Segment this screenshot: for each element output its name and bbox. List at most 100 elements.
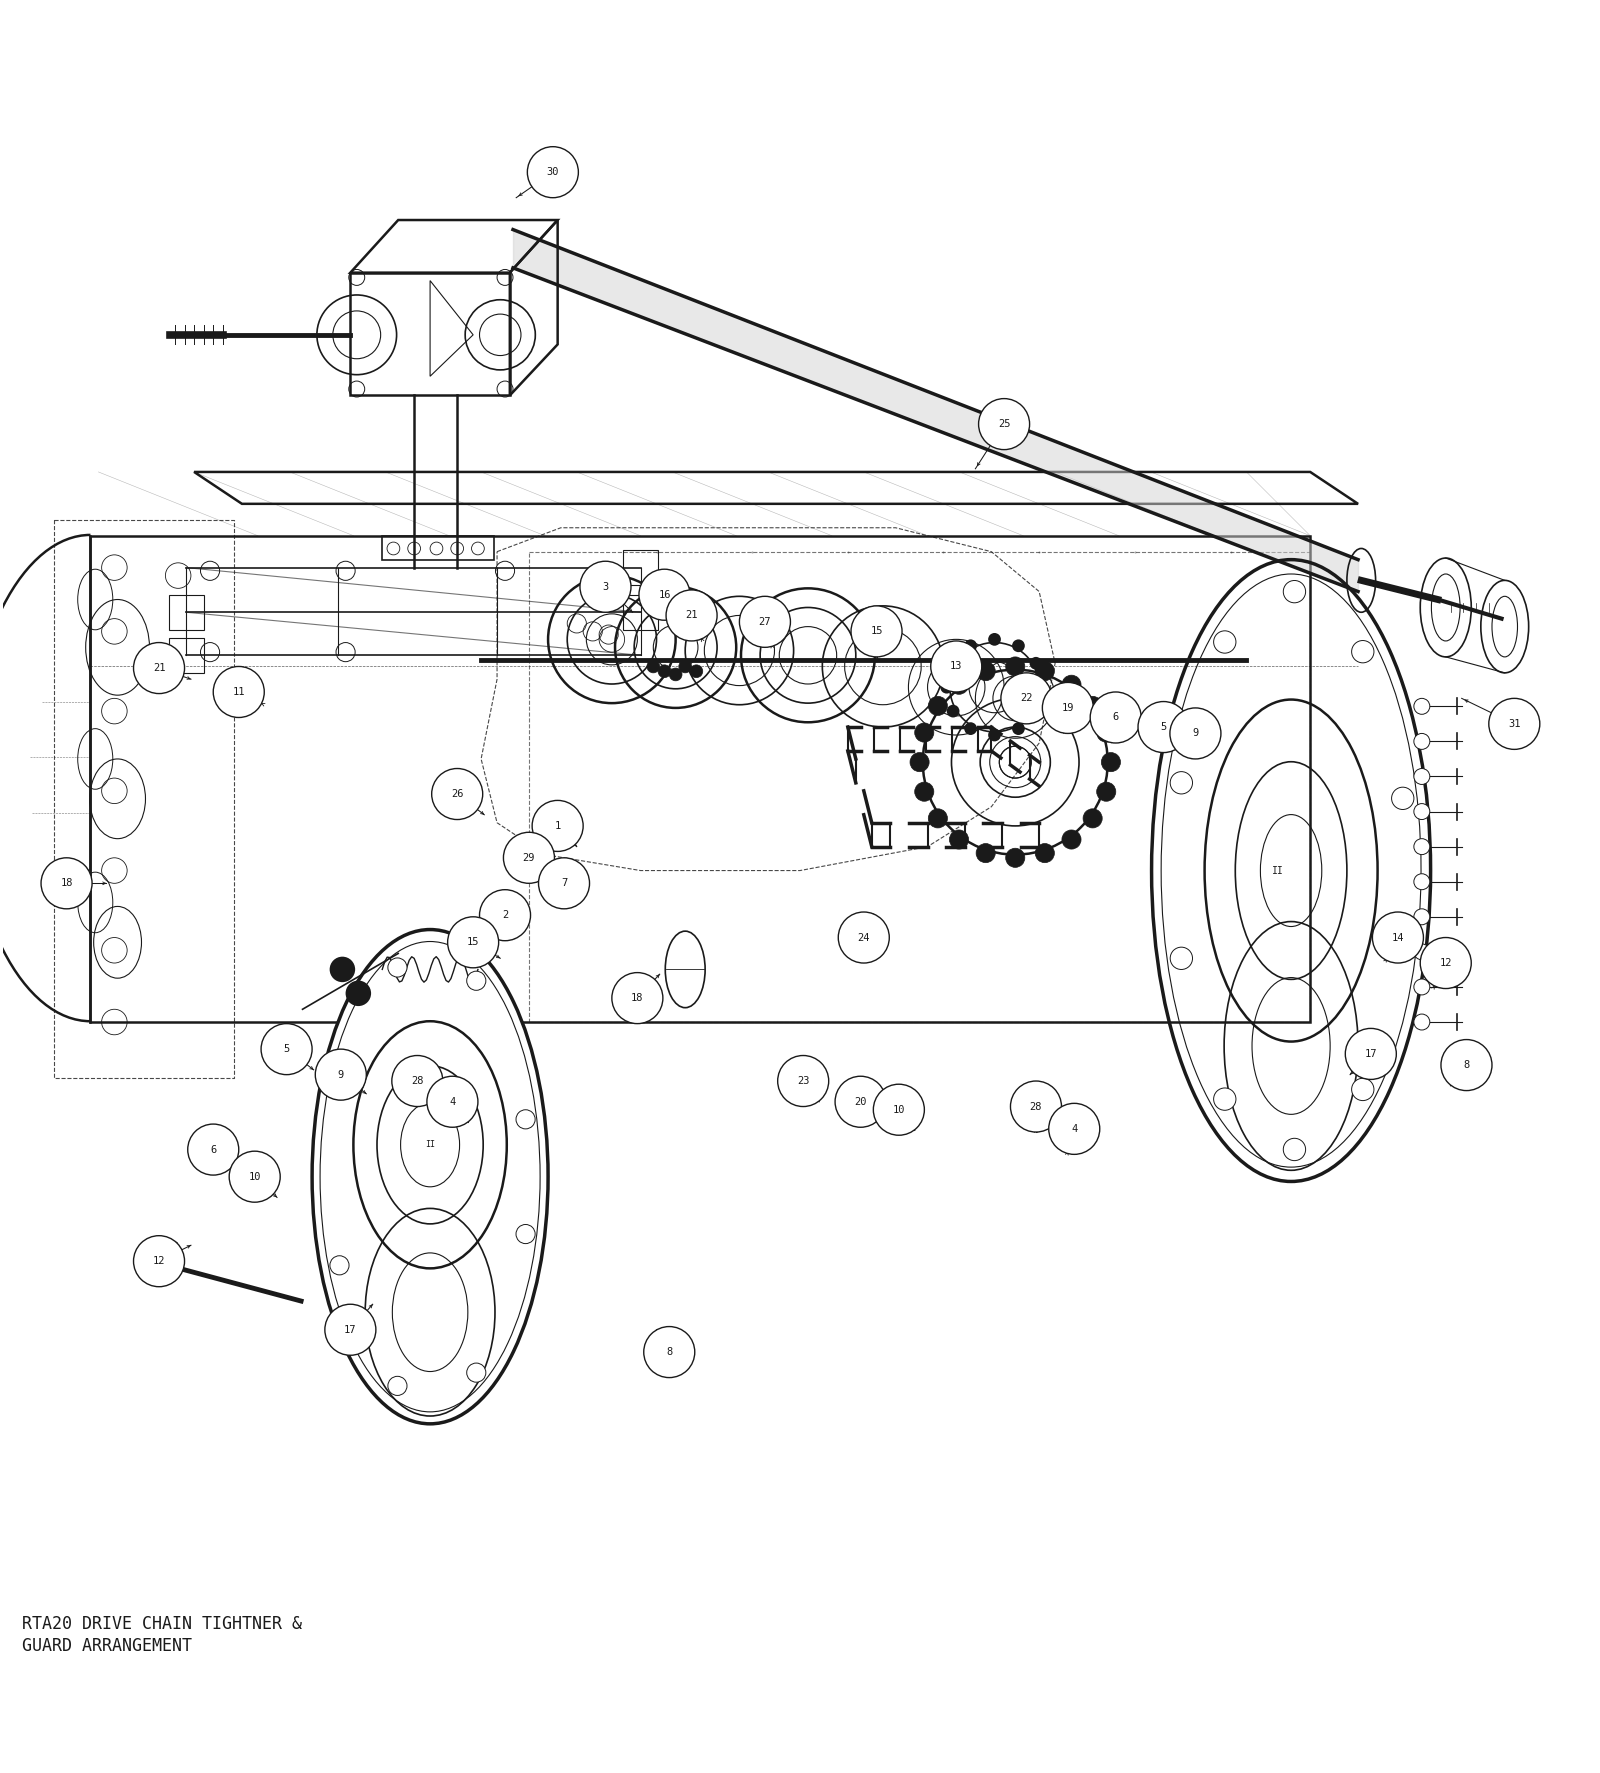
- Ellipse shape: [312, 929, 549, 1424]
- Text: 29: 29: [523, 853, 534, 863]
- Circle shape: [133, 1236, 184, 1287]
- Text: 8: 8: [1464, 1060, 1470, 1071]
- Circle shape: [467, 1363, 486, 1383]
- Text: 1: 1: [555, 821, 560, 832]
- Text: 11: 11: [232, 686, 245, 697]
- Circle shape: [1414, 979, 1430, 995]
- Text: 14: 14: [1392, 933, 1405, 943]
- Circle shape: [989, 729, 1002, 741]
- Circle shape: [1214, 1089, 1235, 1110]
- Text: 3: 3: [602, 582, 608, 592]
- Circle shape: [1006, 847, 1026, 867]
- Circle shape: [1352, 640, 1374, 663]
- Circle shape: [851, 606, 902, 658]
- Circle shape: [325, 1305, 376, 1355]
- Text: 6: 6: [210, 1145, 216, 1154]
- Circle shape: [330, 1078, 349, 1097]
- Circle shape: [467, 972, 486, 991]
- Circle shape: [1392, 787, 1414, 810]
- Circle shape: [1011, 1082, 1061, 1131]
- Circle shape: [1414, 874, 1430, 890]
- Text: 5: 5: [1160, 722, 1166, 732]
- Circle shape: [1138, 702, 1189, 752]
- Text: 30: 30: [547, 167, 558, 177]
- Circle shape: [1101, 752, 1120, 771]
- Circle shape: [1421, 938, 1472, 989]
- Text: GUARD ARRANGEMENT: GUARD ARRANGEMENT: [22, 1636, 192, 1654]
- Text: 26: 26: [451, 789, 464, 800]
- Circle shape: [1062, 676, 1082, 695]
- Circle shape: [941, 681, 954, 693]
- Text: 19: 19: [1062, 702, 1074, 713]
- Circle shape: [976, 844, 995, 863]
- Circle shape: [213, 667, 264, 718]
- Circle shape: [928, 697, 947, 716]
- Text: 10: 10: [248, 1172, 261, 1181]
- Text: 22: 22: [1021, 693, 1032, 704]
- Circle shape: [835, 1076, 886, 1128]
- Circle shape: [658, 665, 670, 677]
- Text: 24: 24: [858, 933, 870, 943]
- Circle shape: [1414, 910, 1430, 926]
- Text: 17: 17: [344, 1324, 357, 1335]
- Text: 13: 13: [950, 661, 963, 672]
- Text: 9: 9: [338, 1069, 344, 1080]
- Circle shape: [517, 1225, 534, 1243]
- Circle shape: [965, 722, 978, 736]
- Text: 27: 27: [758, 617, 771, 628]
- Circle shape: [678, 660, 691, 672]
- Circle shape: [838, 911, 890, 963]
- Text: 10: 10: [893, 1105, 906, 1115]
- Circle shape: [533, 800, 582, 851]
- Circle shape: [1029, 704, 1042, 718]
- Circle shape: [778, 1055, 829, 1106]
- Circle shape: [579, 562, 630, 612]
- Circle shape: [1414, 803, 1430, 819]
- Circle shape: [910, 752, 930, 771]
- Circle shape: [539, 858, 589, 910]
- Circle shape: [915, 723, 934, 743]
- Circle shape: [1346, 1028, 1397, 1080]
- Text: 5: 5: [283, 1044, 290, 1055]
- Circle shape: [1283, 1138, 1306, 1161]
- Circle shape: [1090, 691, 1141, 743]
- Circle shape: [1414, 839, 1430, 855]
- Circle shape: [1488, 699, 1539, 750]
- Circle shape: [643, 1326, 694, 1378]
- Circle shape: [1214, 631, 1235, 652]
- Circle shape: [1029, 658, 1042, 670]
- Circle shape: [1414, 1014, 1430, 1030]
- Circle shape: [989, 633, 1002, 645]
- Text: 18: 18: [61, 878, 74, 888]
- Circle shape: [1373, 911, 1424, 963]
- Text: 8: 8: [666, 1347, 672, 1356]
- Circle shape: [739, 596, 790, 647]
- Circle shape: [669, 668, 682, 681]
- Circle shape: [1083, 808, 1102, 828]
- Text: 20: 20: [854, 1097, 867, 1106]
- Text: 2: 2: [502, 910, 509, 920]
- Text: 17: 17: [1365, 1050, 1378, 1058]
- Text: 16: 16: [658, 590, 670, 599]
- Circle shape: [1013, 722, 1026, 736]
- Circle shape: [346, 980, 371, 1005]
- Text: 4: 4: [1070, 1124, 1077, 1135]
- Circle shape: [517, 1110, 534, 1129]
- Circle shape: [1283, 580, 1306, 603]
- Circle shape: [1048, 1103, 1099, 1154]
- Circle shape: [949, 830, 968, 849]
- Circle shape: [1096, 782, 1115, 801]
- Text: 23: 23: [797, 1076, 810, 1087]
- Text: 31: 31: [1509, 718, 1520, 729]
- Text: 15: 15: [870, 626, 883, 637]
- Circle shape: [42, 858, 93, 910]
- Text: II: II: [426, 1140, 435, 1149]
- Circle shape: [432, 768, 483, 819]
- Text: 6: 6: [1112, 713, 1118, 722]
- Circle shape: [1035, 681, 1048, 693]
- Circle shape: [1170, 771, 1192, 794]
- Text: 21: 21: [685, 610, 698, 621]
- Circle shape: [947, 704, 960, 718]
- Circle shape: [427, 1076, 478, 1128]
- Circle shape: [330, 1255, 349, 1275]
